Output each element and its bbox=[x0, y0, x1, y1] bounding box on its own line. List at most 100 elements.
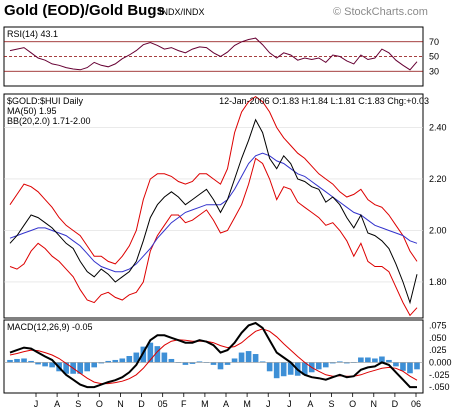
macd-histogram-bar bbox=[315, 362, 322, 370]
macd-histogram-bar bbox=[259, 361, 266, 363]
price-tick-label: 2.20 bbox=[429, 174, 447, 184]
chart-title: Gold (EOD)/Gold Bugs bbox=[4, 2, 165, 19]
macd-histogram-bar bbox=[168, 358, 175, 363]
x-axis: J A S O N D 05 F M A M J J A S O N D 06 bbox=[34, 393, 421, 409]
macd-histogram-bar bbox=[329, 362, 336, 364]
macd-histogram-bar bbox=[393, 362, 399, 367]
x-tick-label: J bbox=[34, 399, 39, 409]
watermark: © StockCharts.com bbox=[333, 6, 428, 18]
price-panel bbox=[3, 93, 424, 319]
price-line bbox=[9, 118, 418, 305]
x-tick-label: S bbox=[75, 399, 81, 409]
macd-histogram-bar bbox=[273, 362, 280, 379]
x-tick-label: O bbox=[96, 399, 103, 409]
macd-histogram-bar bbox=[414, 362, 420, 370]
macd-histogram-bar bbox=[105, 360, 112, 363]
macd-histogram-bar bbox=[224, 362, 231, 365]
macd-label: MACD(12,26,9) -0.05 bbox=[7, 322, 93, 332]
macd-histogram-bar bbox=[407, 362, 413, 374]
macd-histogram-bar bbox=[28, 360, 34, 363]
macd-histogram-bar bbox=[7, 359, 13, 363]
macd-histogram-bar bbox=[35, 362, 41, 365]
price-tick-label: 2.40 bbox=[429, 122, 447, 132]
macd-histogram-bar bbox=[161, 352, 168, 363]
macd-histogram-bar bbox=[322, 362, 329, 368]
macd-histogram-bar bbox=[238, 352, 245, 363]
x-tick-label: M bbox=[243, 399, 251, 409]
macd-histogram-bar bbox=[21, 358, 27, 363]
macd-histogram-bar bbox=[196, 361, 203, 363]
x-tick-label: M bbox=[201, 399, 209, 409]
symbol-label: $GOLD:$HUI Daily bbox=[7, 96, 84, 106]
rsi-axis-ticks: 70 50 30 bbox=[429, 37, 439, 77]
rsi-panel bbox=[3, 26, 424, 87]
x-tick-label: N bbox=[117, 399, 124, 409]
macd-tick-label: .075 bbox=[429, 320, 447, 330]
macd-histogram-bar bbox=[210, 362, 217, 365]
rsi-tick-label: 70 bbox=[429, 37, 439, 47]
macd-histogram-bar bbox=[84, 362, 90, 372]
macd-axis-ticks: .075 .050 .025 0.000 -.025 -.050 bbox=[429, 320, 452, 392]
macd-histogram-bar bbox=[280, 362, 287, 377]
macd-tick-label: .050 bbox=[429, 333, 447, 343]
x-tick-label: 06 bbox=[411, 399, 421, 409]
macd-histogram-bar bbox=[365, 357, 371, 363]
price-axis-ticks: 2.40 2.20 2.00 1.80 bbox=[429, 122, 447, 286]
x-tick-label: J bbox=[287, 399, 292, 409]
macd-histogram-bar bbox=[245, 351, 252, 363]
rsi-tick-label: 30 bbox=[429, 66, 439, 76]
macd-histogram-bar bbox=[337, 361, 343, 363]
macd-histogram-bar bbox=[14, 358, 20, 363]
rsi-level-lines bbox=[4, 41, 423, 72]
x-tick-label: A bbox=[223, 399, 229, 409]
rsi-label: RSI(14) 43.1 bbox=[7, 29, 58, 39]
macd-histogram-bar bbox=[49, 362, 55, 368]
macd-histogram-bar bbox=[119, 358, 126, 363]
macd-histogram-bar bbox=[42, 362, 48, 367]
macd-tick-label: .025 bbox=[429, 345, 447, 355]
macd-histogram-bar bbox=[344, 362, 350, 364]
ma50-line bbox=[9, 152, 418, 273]
rsi-tick-label: 50 bbox=[429, 52, 439, 62]
chart-subtitle: INDX/INDX bbox=[159, 7, 205, 17]
macd-tick-label: -.025 bbox=[429, 370, 450, 380]
macd-line bbox=[9, 321, 417, 389]
macd-histogram-bar bbox=[217, 362, 224, 370]
macd-histogram-bar bbox=[147, 342, 154, 363]
rsi-series-line bbox=[9, 37, 418, 71]
ma-legend-label: MA(50) 1.95 bbox=[7, 106, 57, 116]
macd-histogram-bar bbox=[400, 362, 406, 371]
macd-histogram-bar bbox=[301, 362, 308, 375]
price-tick-label: 2.00 bbox=[429, 225, 447, 235]
x-tick-label: N bbox=[371, 399, 378, 409]
macd-histogram-bar bbox=[63, 362, 69, 374]
x-tick-label: D bbox=[392, 399, 399, 409]
macd-histogram-bar bbox=[231, 358, 238, 363]
macd-histogram-bar bbox=[358, 357, 364, 363]
macd-histogram-bar bbox=[112, 359, 119, 363]
macd-histogram-bar bbox=[182, 362, 189, 365]
macd-tick-label: 0.000 bbox=[429, 357, 452, 367]
bollinger-upper-line bbox=[9, 95, 418, 265]
macd-histogram-bar bbox=[126, 356, 133, 363]
macd-histogram-bar bbox=[266, 362, 273, 372]
macd-tick-label: -.050 bbox=[429, 382, 450, 392]
price-tick-label: 1.80 bbox=[429, 277, 447, 287]
macd-histogram-bar bbox=[189, 362, 196, 364]
x-tick-label: J bbox=[266, 399, 271, 409]
bb-legend-label: BB(20,2.0) 1.71-2.00 bbox=[7, 116, 91, 126]
quote-label: 12-Jan-2006 O:1.83 H:1.84 L:1.81 C:1.83 … bbox=[219, 96, 429, 106]
macd-histogram-bar bbox=[287, 362, 294, 375]
macd-histogram-bar bbox=[386, 359, 392, 363]
macd-histogram-bar bbox=[379, 356, 385, 363]
macd-histogram-bar bbox=[252, 354, 259, 363]
x-tick-label: D bbox=[138, 399, 145, 409]
x-tick-label: S bbox=[329, 399, 335, 409]
macd-histogram-bar bbox=[372, 358, 378, 363]
macd-histogram-bar bbox=[91, 362, 98, 368]
macd-histogram-bar bbox=[98, 362, 105, 364]
x-tick-label: 05 bbox=[158, 399, 168, 409]
x-tick-label: A bbox=[54, 399, 60, 409]
x-tick-label: F bbox=[181, 399, 187, 409]
